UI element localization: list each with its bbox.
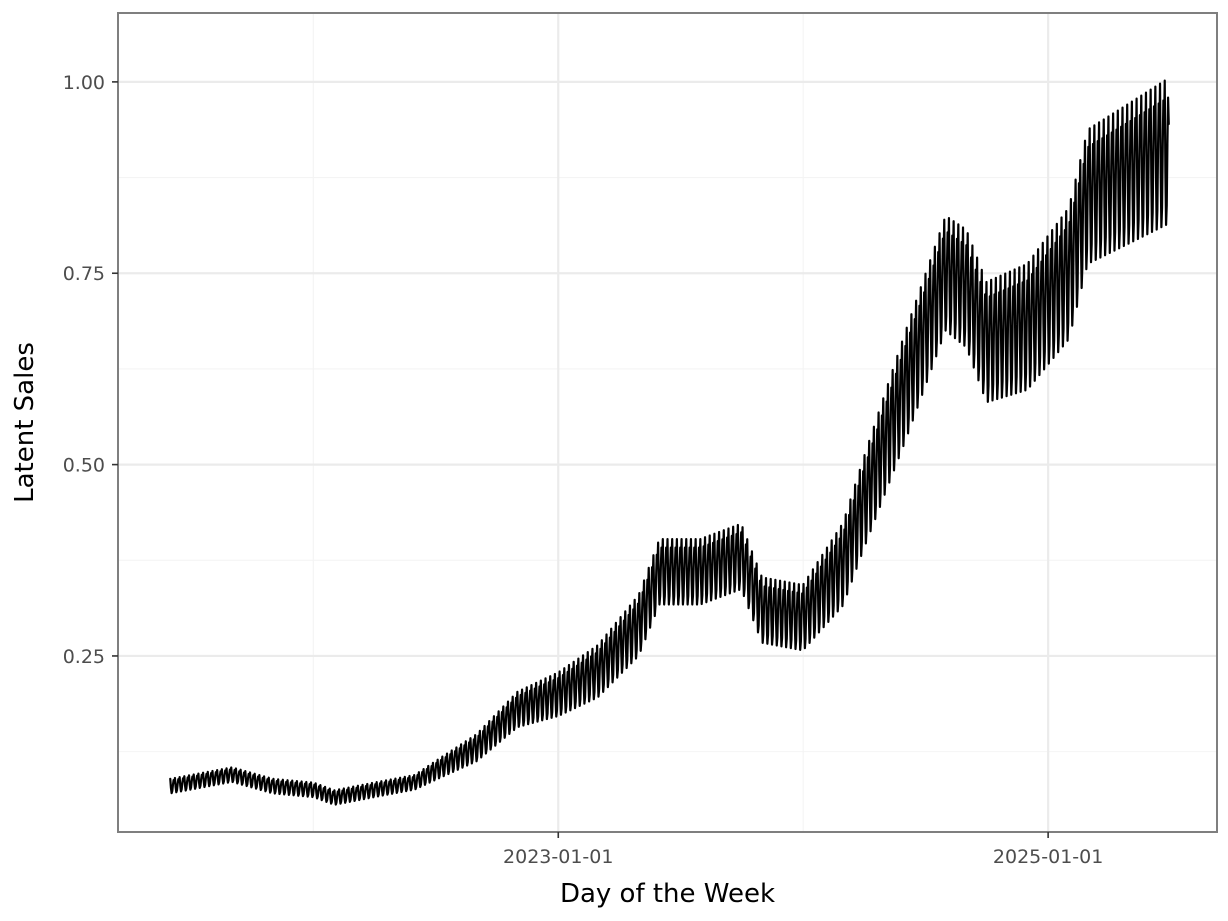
x-tick-label: 2025-01-01 <box>993 846 1103 868</box>
y-axis: 0.25 0.50 0.75 1.00 <box>63 72 118 668</box>
y-tick-label: 0.75 <box>63 263 105 285</box>
x-axis: 2023-01-01 2025-01-01 <box>503 832 1103 868</box>
x-axis-title: Day of the Week <box>560 879 775 909</box>
y-tick-label: 1.00 <box>63 72 105 94</box>
y-tick-label: 0.50 <box>63 455 105 477</box>
y-tick-label: 0.25 <box>63 646 105 668</box>
plot-border <box>117 12 1218 833</box>
x-tick-label: 2023-01-01 <box>503 846 613 868</box>
y-axis-title: Latent Sales <box>10 342 40 503</box>
series-line <box>169 79 1170 806</box>
